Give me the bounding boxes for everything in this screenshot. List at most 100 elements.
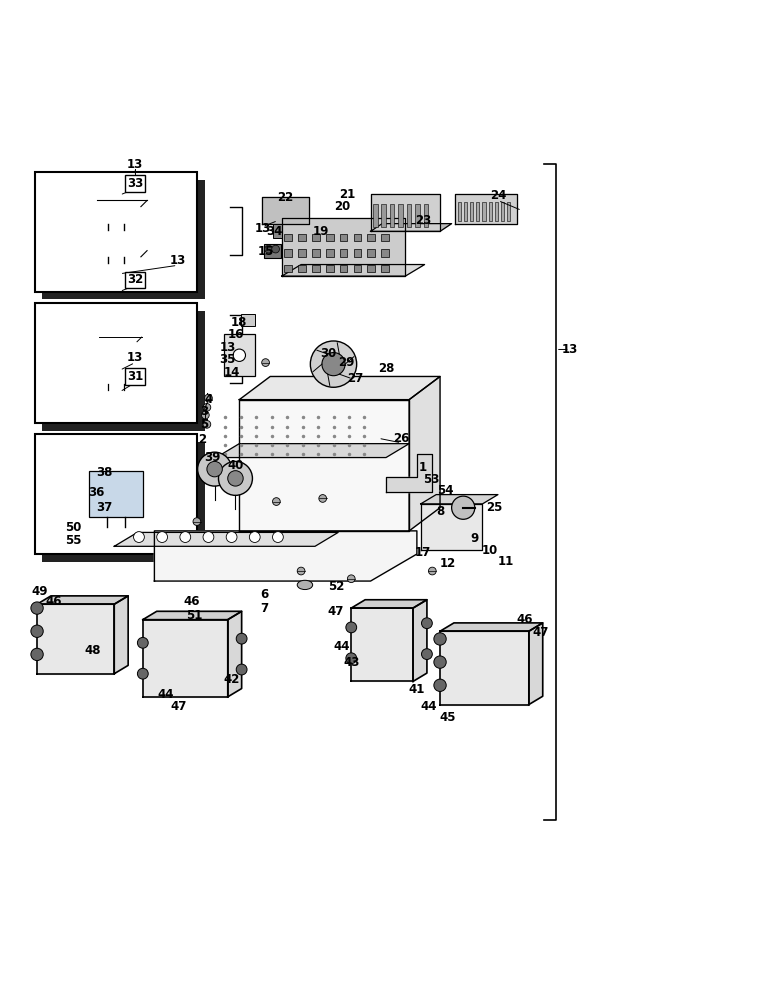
- Circle shape: [233, 349, 245, 361]
- Text: 46: 46: [516, 613, 533, 626]
- Polygon shape: [440, 631, 529, 705]
- Bar: [501, 202, 504, 221]
- Bar: [326, 265, 334, 272]
- Bar: [381, 249, 389, 257]
- Bar: [367, 249, 375, 257]
- Text: 9: 9: [471, 532, 479, 545]
- Text: 7: 7: [260, 602, 268, 615]
- Polygon shape: [143, 611, 242, 620]
- Text: 21: 21: [339, 188, 356, 201]
- Text: 55: 55: [65, 534, 82, 547]
- Bar: [354, 249, 361, 257]
- Circle shape: [180, 532, 191, 542]
- Bar: [354, 265, 361, 272]
- Polygon shape: [282, 218, 405, 276]
- Bar: [398, 204, 403, 227]
- Text: 49: 49: [32, 585, 49, 598]
- Polygon shape: [94, 342, 137, 384]
- Circle shape: [322, 353, 345, 376]
- Text: 46: 46: [183, 595, 200, 608]
- Circle shape: [226, 532, 237, 542]
- Polygon shape: [42, 442, 205, 562]
- Bar: [381, 204, 386, 227]
- Polygon shape: [228, 611, 242, 697]
- Text: 46: 46: [46, 595, 63, 608]
- Text: 2: 2: [198, 433, 206, 446]
- Circle shape: [207, 461, 222, 477]
- Text: 5: 5: [201, 418, 208, 431]
- Bar: [407, 204, 411, 227]
- Text: 36: 36: [88, 486, 105, 499]
- Circle shape: [203, 403, 211, 411]
- Polygon shape: [455, 194, 517, 224]
- Bar: [340, 265, 347, 272]
- Bar: [284, 234, 292, 241]
- Text: 11: 11: [497, 555, 514, 568]
- Circle shape: [31, 648, 43, 661]
- Polygon shape: [37, 604, 114, 674]
- Bar: [415, 204, 420, 227]
- Bar: [373, 204, 378, 227]
- Polygon shape: [42, 311, 205, 431]
- Text: 31: 31: [127, 370, 144, 383]
- Text: 45: 45: [439, 711, 456, 724]
- Polygon shape: [35, 172, 197, 292]
- Bar: [390, 204, 394, 227]
- Bar: [495, 202, 498, 221]
- Text: 26: 26: [393, 432, 410, 445]
- Polygon shape: [90, 207, 141, 257]
- Polygon shape: [239, 400, 409, 531]
- Text: 14: 14: [223, 366, 240, 379]
- Bar: [464, 202, 467, 221]
- Text: 24: 24: [489, 189, 506, 202]
- Text: 47: 47: [532, 626, 549, 639]
- Polygon shape: [351, 608, 413, 681]
- Text: 53: 53: [422, 473, 439, 486]
- Text: 25: 25: [486, 501, 503, 514]
- Polygon shape: [421, 504, 482, 550]
- Text: 38: 38: [96, 466, 113, 479]
- Circle shape: [422, 618, 432, 629]
- Circle shape: [193, 518, 201, 525]
- Polygon shape: [114, 532, 338, 546]
- Text: 13: 13: [219, 341, 236, 354]
- Circle shape: [434, 679, 446, 691]
- Text: 8: 8: [436, 505, 444, 518]
- Bar: [312, 265, 320, 272]
- Text: 29: 29: [337, 356, 354, 369]
- Bar: [340, 234, 347, 241]
- Bar: [507, 202, 510, 221]
- Text: 44: 44: [157, 688, 174, 701]
- Polygon shape: [421, 495, 498, 504]
- Polygon shape: [371, 194, 440, 231]
- Text: 13: 13: [254, 222, 271, 235]
- Bar: [298, 249, 306, 257]
- Polygon shape: [42, 180, 205, 299]
- Text: 10: 10: [482, 544, 499, 557]
- Circle shape: [198, 452, 232, 486]
- Circle shape: [236, 633, 247, 644]
- Text: 51: 51: [186, 609, 203, 622]
- Polygon shape: [154, 531, 417, 581]
- Text: 27: 27: [347, 372, 364, 385]
- Circle shape: [31, 625, 43, 637]
- Bar: [326, 249, 334, 257]
- Circle shape: [203, 532, 214, 542]
- Text: 16: 16: [227, 328, 244, 341]
- Bar: [489, 202, 492, 221]
- Text: 20: 20: [334, 200, 350, 213]
- Bar: [241, 314, 255, 326]
- Text: 43: 43: [343, 656, 360, 669]
- Text: 30: 30: [320, 347, 337, 360]
- Circle shape: [422, 649, 432, 659]
- Text: 13: 13: [127, 351, 144, 364]
- Circle shape: [201, 411, 209, 419]
- Bar: [340, 249, 347, 257]
- Text: 37: 37: [96, 501, 113, 514]
- Bar: [367, 234, 375, 241]
- Circle shape: [428, 567, 436, 575]
- Polygon shape: [413, 600, 427, 681]
- Polygon shape: [35, 434, 197, 554]
- Circle shape: [297, 567, 305, 575]
- Polygon shape: [386, 454, 432, 492]
